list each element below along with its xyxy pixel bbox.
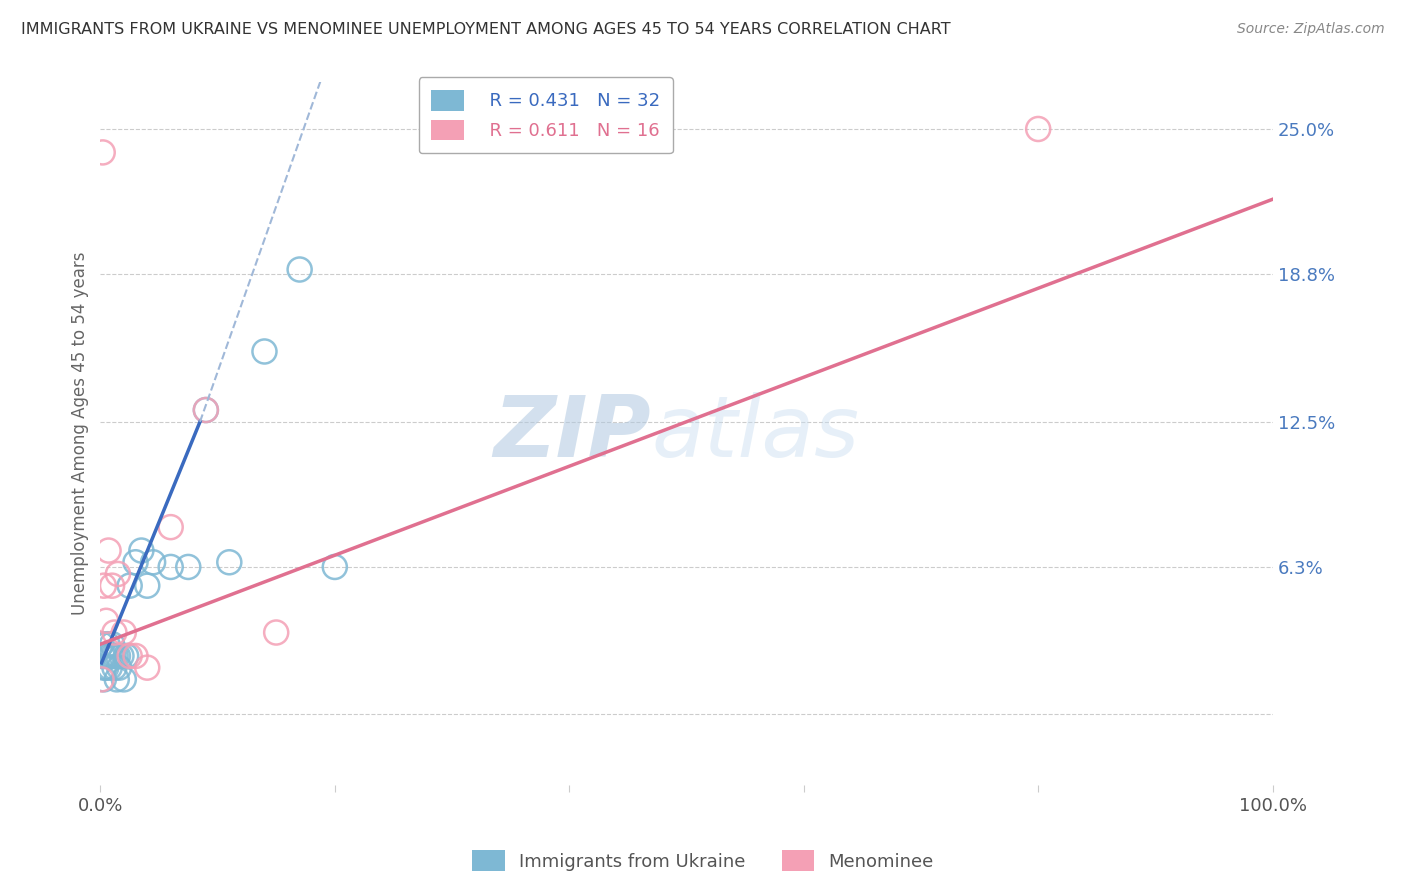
Point [96, 660, 118, 674]
Point [96, 614, 118, 628]
Point [112, 673, 135, 687]
Point [177, 560, 200, 574]
Point [93, 660, 115, 674]
Point [101, 637, 124, 651]
Text: ZIP: ZIP [494, 392, 651, 475]
Point [91, 145, 114, 160]
Point [124, 555, 146, 569]
Text: atlas: atlas [651, 392, 859, 475]
Point [96, 637, 118, 651]
Point [118, 579, 141, 593]
Point [136, 660, 159, 674]
Point [91, 648, 114, 663]
Y-axis label: Unemployment Among Ages 45 to 54 years: Unemployment Among Ages 45 to 54 years [72, 252, 89, 615]
Point [159, 520, 181, 534]
Point [103, 648, 125, 663]
Point [131, 543, 153, 558]
Point [110, 648, 132, 663]
Legend:   R = 0.431   N = 32,   R = 0.611   N = 16: R = 0.431 N = 32, R = 0.611 N = 16 [419, 77, 673, 153]
Point [115, 648, 138, 663]
Point [194, 403, 217, 417]
Point [142, 555, 165, 569]
Point [107, 648, 129, 663]
Point [98, 660, 121, 674]
Point [103, 660, 125, 674]
Point [194, 403, 217, 417]
Point [136, 579, 159, 593]
Point [90, 673, 112, 687]
Point [97, 648, 120, 663]
Point [124, 648, 146, 663]
Point [101, 579, 124, 593]
Point [104, 648, 127, 663]
Point [100, 648, 122, 663]
Point [118, 648, 141, 663]
Text: IMMIGRANTS FROM UKRAINE VS MENOMINEE UNEMPLOYMENT AMONG AGES 45 TO 54 YEARS CORR: IMMIGRANTS FROM UKRAINE VS MENOMINEE UNE… [21, 22, 950, 37]
Point [112, 625, 135, 640]
Point [288, 262, 311, 277]
Point [93, 673, 115, 687]
Point [108, 660, 131, 674]
Point [253, 344, 276, 359]
Point [159, 560, 181, 574]
Point [107, 566, 129, 581]
Point [218, 555, 240, 569]
Point [94, 648, 117, 663]
Point [90, 637, 112, 651]
Point [1026, 122, 1049, 136]
Point [105, 673, 128, 687]
Point [97, 543, 120, 558]
Point [103, 625, 125, 640]
Legend: Immigrants from Ukraine, Menominee: Immigrants from Ukraine, Menominee [465, 843, 941, 879]
Point [323, 560, 346, 574]
Text: Source: ZipAtlas.com: Source: ZipAtlas.com [1237, 22, 1385, 37]
Point [93, 579, 115, 593]
Point [264, 625, 287, 640]
